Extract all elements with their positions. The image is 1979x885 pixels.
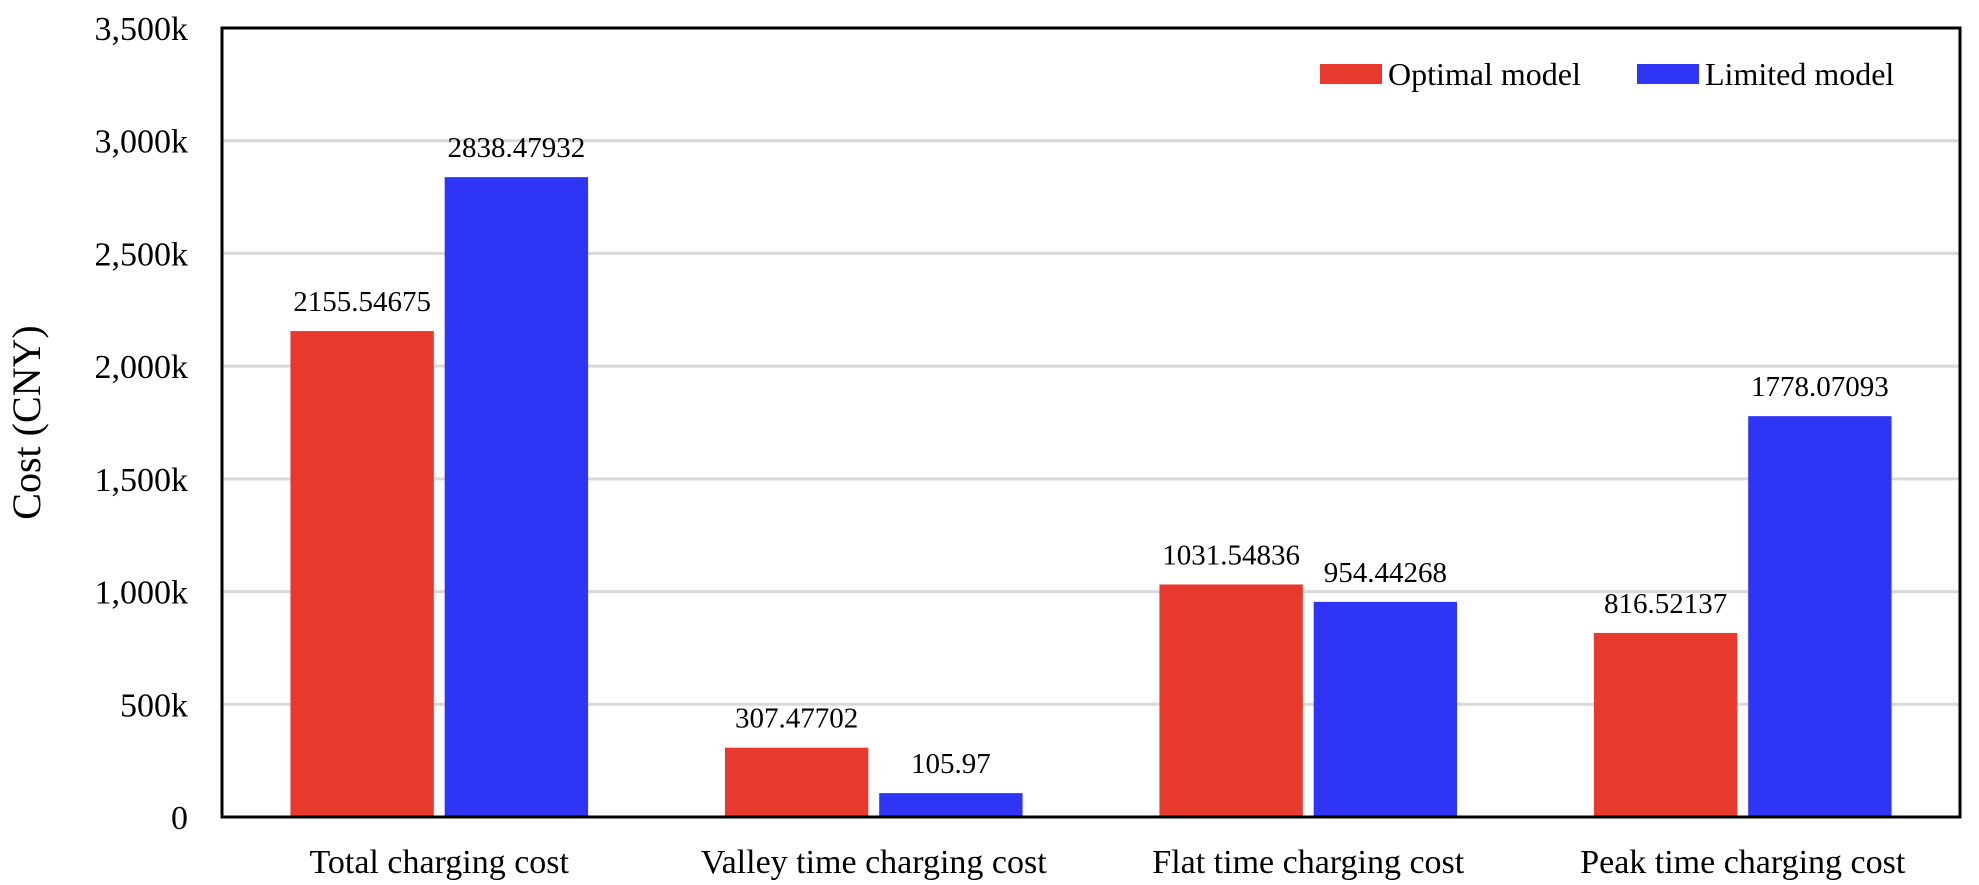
legend: Optimal model Limited model bbox=[1320, 56, 1894, 92]
bar bbox=[724, 747, 869, 817]
plot-frame bbox=[220, 26, 1962, 819]
bar bbox=[1748, 416, 1892, 817]
data-label: 307.47702 bbox=[735, 703, 858, 735]
y-tick-label: 2,500k bbox=[95, 236, 189, 273]
y-axis-label: Cost (CNY) bbox=[4, 325, 49, 519]
data-label: 2155.54675 bbox=[293, 286, 431, 318]
category-label: Total charging cost bbox=[310, 844, 570, 881]
data-label: 1031.54836 bbox=[1162, 539, 1300, 571]
data-labels: 2155.54675 2838.47932 307.47702 105.97 1031.… bbox=[293, 132, 1888, 780]
bar bbox=[879, 793, 1023, 817]
data-label: 2838.47932 bbox=[447, 132, 585, 164]
bars bbox=[290, 177, 1892, 817]
y-axis-ticks: 0 500k 1,000k 1,500k 2,000k 2,500k 3,000k 3,500… bbox=[95, 11, 189, 837]
data-label: 105.97 bbox=[911, 748, 991, 780]
bar bbox=[290, 331, 434, 817]
y-tick-label: 2,000k bbox=[95, 349, 189, 386]
legend-swatch bbox=[1637, 64, 1699, 84]
y-tick-label: 1,000k bbox=[95, 575, 189, 612]
legend-label: Optimal model bbox=[1388, 56, 1581, 92]
bar bbox=[1593, 632, 1738, 817]
y-tick-label: 0 bbox=[171, 800, 188, 837]
legend-swatch bbox=[1320, 64, 1382, 84]
data-label: 816.52137 bbox=[1604, 588, 1727, 620]
y-tick-label: 1,500k bbox=[95, 462, 189, 499]
category-label: Valley time charging cost bbox=[701, 844, 1047, 881]
x-axis-categories: Total charging cost Valley time charging … bbox=[310, 844, 1906, 881]
y-tick-label: 3,000k bbox=[95, 124, 189, 161]
bar bbox=[1159, 584, 1303, 817]
data-label: 1778.07093 bbox=[1751, 371, 1889, 403]
y-tick-label: 3,500k bbox=[95, 11, 189, 48]
y-tick-label: 500k bbox=[120, 687, 188, 724]
legend-label: Limited model bbox=[1705, 56, 1894, 92]
bar bbox=[1313, 601, 1458, 817]
data-label: 954.44268 bbox=[1324, 557, 1447, 589]
category-label: Peak time charging cost bbox=[1580, 844, 1906, 881]
bar bbox=[444, 177, 589, 817]
category-label: Flat time charging cost bbox=[1152, 844, 1464, 881]
